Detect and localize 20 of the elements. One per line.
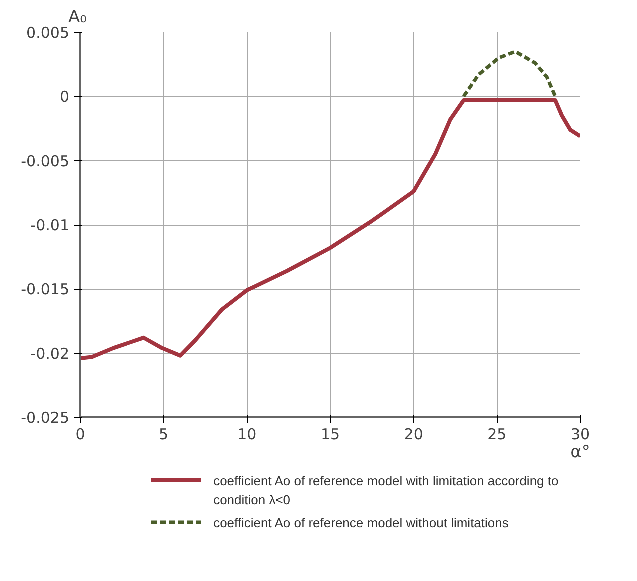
x-tick-label: 10 [238, 426, 257, 444]
y-tick-label: -0.015 [21, 280, 70, 299]
y-tick-label: 0.005 [26, 24, 70, 42]
x-tick-label: 0 [76, 426, 86, 444]
x-tick-label: 15 [320, 426, 340, 444]
x-tick-label: 30 [570, 426, 590, 444]
line-series [80, 98, 580, 360]
legend-label: coefficient Ao of reference model without limitations [214, 516, 510, 530]
y-tick-label: 0 [60, 88, 70, 106]
y-tick-label: -0.02 [30, 344, 70, 363]
line-series [462, 50, 558, 98]
x-axis-title: α° [570, 442, 590, 462]
x-tick-label: 25 [488, 426, 507, 444]
y-tick-label: -0.005 [21, 152, 70, 170]
x-tick-label: 20 [404, 426, 424, 444]
x-tick-label: 5 [159, 426, 169, 444]
legend-label: coefficient Ao of reference model with limitation according to condition λ<0 [214, 474, 559, 508]
y-tick-label: -0.01 [30, 216, 70, 234]
y-axis-title: A₀ [68, 8, 88, 28]
y-tick-label: -0.025 [21, 409, 70, 427]
